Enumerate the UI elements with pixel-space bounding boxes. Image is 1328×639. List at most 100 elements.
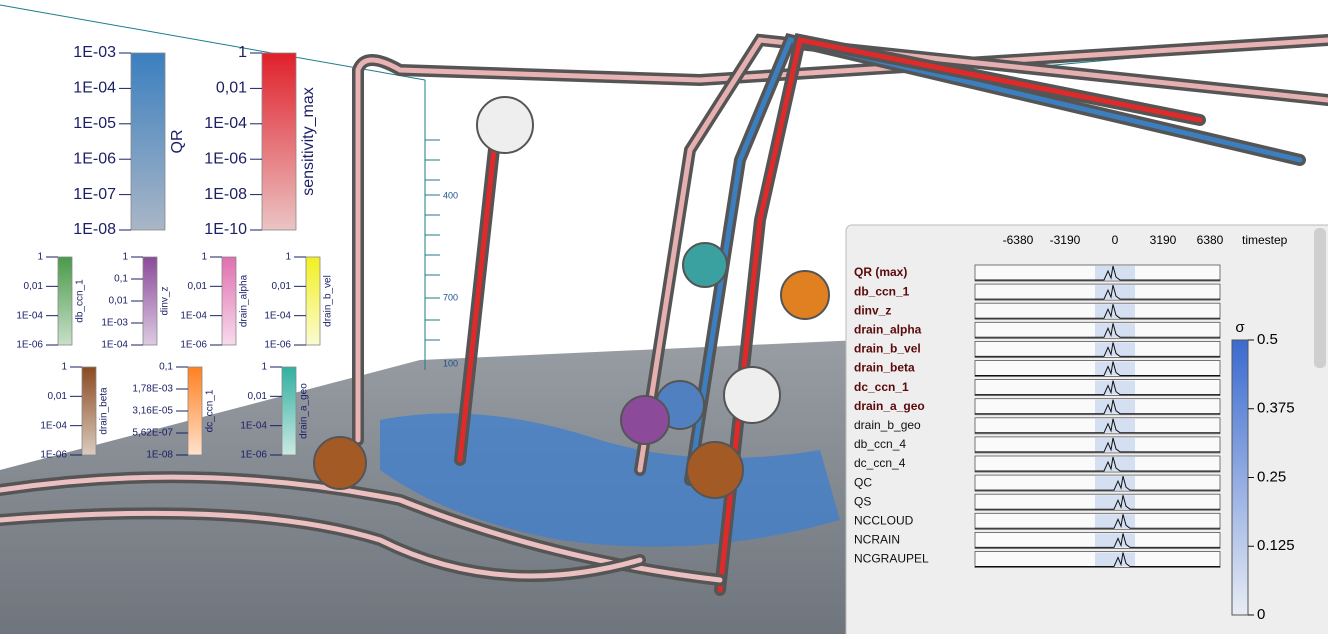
row-highlight <box>1095 552 1135 567</box>
row-highlight <box>1095 533 1135 548</box>
row-distribution <box>975 380 1220 396</box>
colorbar-tick-label: 1E-04 <box>264 310 291 321</box>
colorbar <box>281 366 297 456</box>
colorbar-tick-label: 0,01 <box>48 391 68 402</box>
sigma-tick-label: 0.375 <box>1257 400 1295 417</box>
row-label: NCGRAUPEL <box>854 552 929 566</box>
row-label: drain_beta <box>854 361 915 375</box>
glyphs <box>313 96 830 499</box>
colorbar-tick-label: 0,01 <box>248 391 268 402</box>
colorbar-tick-label: 0,01 <box>109 296 129 307</box>
colorbar-tick-label: 1E-04 <box>180 310 207 321</box>
colorbar-label: QR <box>169 130 186 154</box>
colorbar-tick-label: 1E-04 <box>204 115 247 132</box>
colorbar-tick-label: 1E-04 <box>240 420 267 431</box>
colorbar-tick-label: 0,01 <box>188 281 208 292</box>
colorbar-tick-label: 1E-05 <box>73 115 116 132</box>
time-tick-label: 0 <box>1112 233 1119 247</box>
row-highlight <box>1095 514 1135 529</box>
colorbar-tick-label: 1E-08 <box>146 450 173 461</box>
colorbar-tick-label: 1E-06 <box>240 450 267 461</box>
row-distribution <box>975 552 1220 567</box>
time-axis-label: timestep <box>1242 233 1288 247</box>
colorbar-tick-label: 1E-07 <box>73 186 116 203</box>
colorbar-tick-label: 1 <box>122 252 128 263</box>
colorbar-tick-label: 1E-06 <box>16 340 43 351</box>
pressure-tick-label: 700 <box>443 292 458 302</box>
colorbar-label: drain_a_geo <box>299 383 310 439</box>
row-distribution <box>975 323 1220 338</box>
colorbar-tick-label: 0,01 <box>272 281 292 292</box>
row-distribution <box>975 284 1220 300</box>
row-distribution <box>975 456 1220 472</box>
colorbar-tick-label: 1E-08 <box>204 186 247 203</box>
colorbar-tick-label: 1 <box>238 44 247 61</box>
colorbar <box>142 256 158 346</box>
colorbar-tick-label: 1E-06 <box>204 150 247 167</box>
row-distribution <box>975 495 1220 510</box>
colorbar-label: drain_beta <box>99 387 110 435</box>
row-distribution <box>975 418 1220 434</box>
pressure-tick-label: 400 <box>443 190 458 200</box>
colorbar-tick-label: 0,1 <box>114 274 128 285</box>
time-tick-label: 6380 <box>1197 233 1224 247</box>
colorbar-tick-label: 1 <box>61 362 67 373</box>
colorbar-tick-label: 5,62E-07 <box>132 428 173 439</box>
sigma-tick-label: 0.5 <box>1257 331 1278 348</box>
trajectories <box>0 32 1328 596</box>
colorbar-tick-label: 1E-03 <box>101 318 128 329</box>
colorbar-tick-label: 1E-08 <box>73 221 116 238</box>
colorbar-tick-label: 1E-04 <box>16 310 43 321</box>
colorbar-tick-label: 3,16E-05 <box>132 406 173 417</box>
pressure-tick-label: 100 <box>443 358 458 368</box>
row-distribution <box>975 265 1220 281</box>
colorbar-label: drain_alpha <box>239 274 250 327</box>
row-distribution <box>975 399 1220 415</box>
time-tick-label: -3190 <box>1050 233 1081 247</box>
colorbar-label: dc_ccn_1 <box>205 389 216 432</box>
row-distribution <box>975 533 1220 548</box>
row-highlight <box>1095 476 1135 491</box>
time-tick-label: 3190 <box>1150 233 1177 247</box>
colorbar-label: db_ccn_1 <box>75 279 86 323</box>
sigma-tick-label: 0.125 <box>1257 537 1295 554</box>
row-distribution <box>975 304 1220 319</box>
colorbar-tick-label: 1E-10 <box>204 221 247 238</box>
row-label: drain_b_geo <box>854 418 921 432</box>
colorbar-tick-label: 0,01 <box>216 80 247 97</box>
colorbar-tick-label: 1 <box>201 252 207 263</box>
colorbar-tick-label: 1E-03 <box>73 44 116 61</box>
sigma-tick-label: 0.25 <box>1257 468 1286 485</box>
colorbar <box>187 366 203 456</box>
row-label: dc_ccn_1 <box>854 380 909 394</box>
row-label: db_ccn_1 <box>854 284 910 298</box>
row-distribution <box>975 342 1220 357</box>
colorbar-tick-label: 1E-06 <box>73 150 116 167</box>
colorbar-tick-label: 1E-06 <box>180 340 207 351</box>
row-label: drain_alpha <box>854 322 922 336</box>
row-highlight <box>1095 495 1135 510</box>
colorbar-tick-label: 1E-04 <box>101 340 128 351</box>
colorbar-tick-label: 1E-06 <box>40 450 67 461</box>
colorbar-tick-label: 0,1 <box>159 362 173 373</box>
colorbar-label: sensitivity_max <box>300 87 317 195</box>
colorbar-tick-label: 1 <box>261 362 267 373</box>
row-label: db_ccn_4 <box>854 437 906 451</box>
colorbar <box>261 52 297 231</box>
colorbar-label: dinv_z <box>160 287 171 316</box>
colorbar-tick-label: 0,01 <box>24 281 44 292</box>
colorbar-tick-label: 1E-04 <box>73 80 116 97</box>
colorbar-tick-label: 1E-04 <box>40 420 67 431</box>
row-label: NCRAIN <box>854 533 900 547</box>
row-label: drain_a_geo <box>854 399 925 413</box>
colorbar <box>305 256 321 346</box>
colorbar-tick-label: 1,78E-03 <box>132 384 173 395</box>
row-label: NCCLOUD <box>854 513 914 527</box>
row-label: QS <box>854 494 871 508</box>
colorbar-tick-label: 1 <box>37 252 43 263</box>
row-distribution <box>975 475 1220 491</box>
row-label: drain_b_vel <box>854 342 921 356</box>
colorbar-label: drain_b_vel <box>323 275 334 327</box>
colorbar-tick-label: 1 <box>285 252 291 263</box>
